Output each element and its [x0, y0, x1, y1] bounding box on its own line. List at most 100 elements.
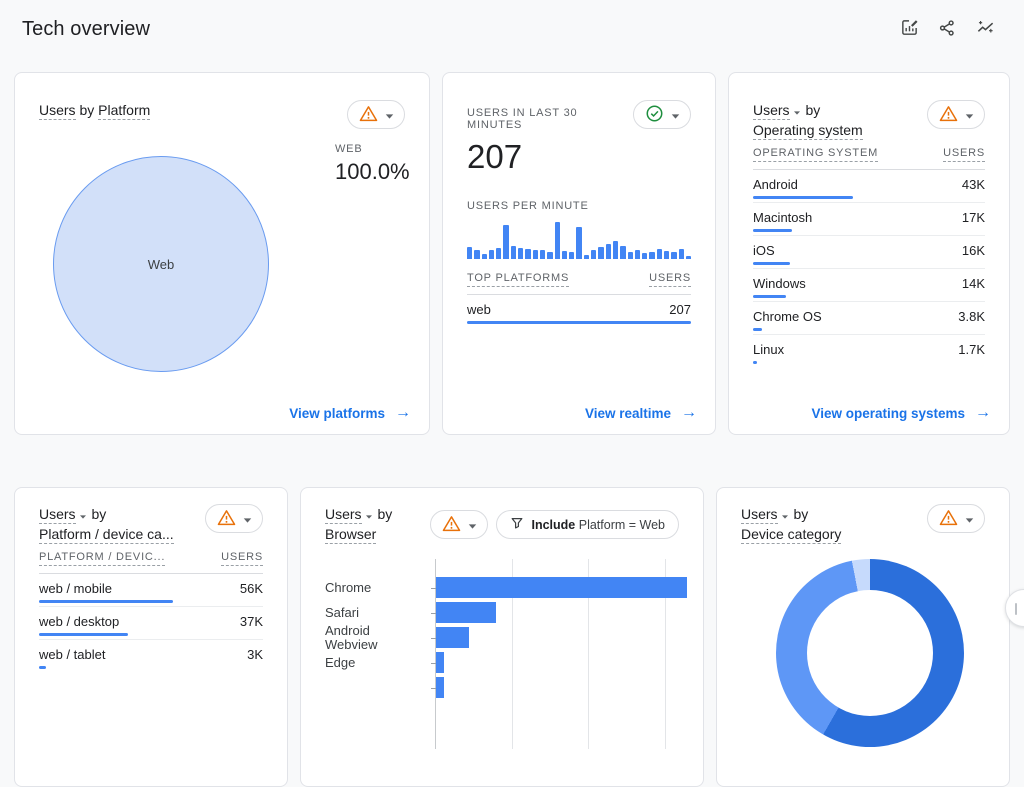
- dimension-selector[interactable]: Browser: [325, 526, 377, 544]
- row-bar: [39, 666, 47, 669]
- spark-bar: [503, 224, 509, 259]
- warning-icon: [442, 515, 461, 535]
- dropdown-caret-icon: [79, 505, 87, 524]
- dimension-selector[interactable]: Operating system: [753, 122, 863, 140]
- customize-report-icon: [900, 18, 919, 40]
- table-row: Linux 1.7K: [753, 335, 985, 367]
- row-bar: [753, 196, 853, 199]
- chevron-down-icon: [243, 511, 252, 526]
- spark-bar: [510, 245, 517, 259]
- browser-bar-chart[interactable]: Chrome Safari Android Webview Edge: [325, 559, 687, 749]
- platform-pie-chart[interactable]: Web: [53, 156, 269, 372]
- dimension-value: web: [467, 302, 491, 317]
- row-bar: [753, 229, 793, 232]
- dimension-value: web / desktop: [39, 614, 120, 629]
- column-users: USERS: [649, 272, 691, 287]
- browser-bar[interactable]: [436, 627, 469, 648]
- spark-bar: [620, 246, 626, 259]
- spark-bar: [642, 253, 648, 259]
- filter-chip[interactable]: Include Platform = Web: [496, 510, 679, 539]
- spark-bar: [634, 249, 641, 259]
- table-row: Chrome OS 3.8K: [753, 302, 985, 335]
- metric-selector[interactable]: Users: [39, 102, 76, 120]
- data-quality-button[interactable]: [205, 504, 263, 533]
- spark-bar: [532, 249, 538, 259]
- table-row: web / desktop 37K: [39, 607, 263, 640]
- metric-selector[interactable]: Users: [741, 506, 778, 524]
- dropdown-caret-icon: [781, 505, 789, 524]
- chevron-down-icon: [965, 511, 974, 526]
- insights-button[interactable]: [972, 16, 998, 42]
- top-platforms-table: web 207: [467, 295, 691, 327]
- device-category-donut[interactable]: [776, 559, 964, 747]
- page-header: Tech overview: [0, 0, 1024, 58]
- table-row: Android 43K: [753, 170, 985, 203]
- card-title: Users by Device category: [741, 505, 842, 544]
- data-quality-button[interactable]: [430, 510, 489, 539]
- card-title: Users by Operating system: [753, 101, 863, 140]
- customize-report-button[interactable]: [896, 16, 922, 42]
- row-bar: [753, 328, 762, 331]
- data-quality-button[interactable]: [927, 504, 985, 533]
- spark-bar: [598, 247, 604, 259]
- filter-funnel-icon: [510, 516, 524, 533]
- dimension-selector[interactable]: Device category: [741, 526, 842, 544]
- chevron-down-icon: [468, 517, 477, 532]
- bar-category-label: Edge: [325, 654, 356, 670]
- metric-selector[interactable]: Users: [753, 102, 790, 120]
- spark-bar: [583, 254, 590, 259]
- legend-label: WEB: [335, 143, 363, 155]
- browser-bar[interactable]: [436, 652, 444, 673]
- view-operating-systems-link[interactable]: View operating systems →: [811, 404, 991, 421]
- data-quality-button[interactable]: [927, 100, 985, 129]
- dimension-selector[interactable]: Platform: [98, 102, 151, 120]
- axis-tick: [431, 612, 436, 614]
- spark-bar: [656, 249, 663, 259]
- spark-bar: [685, 255, 692, 259]
- spark-bar: [518, 247, 524, 259]
- legend-value: 100.0%: [335, 159, 410, 184]
- card-title: Users by Platform / device ca...: [39, 505, 174, 544]
- axis-tick: [431, 687, 436, 689]
- metric-value: 3K: [247, 647, 263, 662]
- row-bar: [753, 295, 786, 298]
- table-row: web / tablet 3K: [39, 640, 263, 672]
- users-per-minute-chart[interactable]: [467, 222, 692, 259]
- data-quality-button[interactable]: [347, 100, 405, 129]
- column-platform-device: PLATFORM / DEVIC...: [39, 551, 166, 566]
- dropdown-caret-icon: [365, 505, 373, 524]
- metric-value: 56K: [239, 581, 263, 596]
- metric-selector[interactable]: Users: [325, 506, 362, 524]
- view-platforms-link[interactable]: View platforms →: [289, 404, 411, 421]
- bar-category-label: Chrome: [325, 579, 372, 595]
- operating-system-table: Android 43K Macintosh 17K iOS 16K Windows 14K Ch…: [753, 170, 985, 367]
- column-users: USERS: [221, 551, 263, 566]
- share-button[interactable]: [934, 16, 960, 42]
- column-operating-system: OPERATING SYSTEM: [753, 147, 879, 162]
- metric-value: 3.8K: [958, 309, 985, 324]
- chevron-down-icon: [965, 107, 974, 122]
- spark-bar: [627, 251, 633, 259]
- dimension-selector[interactable]: Platform / device ca...: [39, 526, 174, 544]
- chevron-down-icon: [385, 107, 394, 122]
- browser-bar[interactable]: [436, 577, 687, 598]
- table-row: Windows 14K: [753, 269, 985, 302]
- dropdown-caret-icon: [793, 101, 801, 120]
- spark-bar: [481, 253, 487, 259]
- spark-bar: [496, 247, 502, 259]
- row-bar: [467, 321, 691, 324]
- dimension-value: Macintosh: [753, 210, 813, 225]
- browser-bar[interactable]: [436, 602, 497, 623]
- bar-category-label: Android Webview: [325, 622, 378, 652]
- view-realtime-link[interactable]: View realtime →: [584, 404, 697, 421]
- spark-bar: [671, 251, 677, 259]
- axis-tick: [431, 637, 436, 639]
- metric-selector[interactable]: Users: [39, 506, 76, 524]
- browser-bar[interactable]: [436, 677, 444, 698]
- dimension-value: web / mobile: [39, 581, 112, 596]
- users-last-30min-count: 207: [467, 138, 523, 175]
- dimension-value: iOS: [753, 243, 775, 258]
- arrow-right-icon: →: [681, 404, 697, 421]
- realtime-status-button[interactable]: [633, 100, 691, 129]
- dimension-value: Chrome OS: [753, 309, 822, 324]
